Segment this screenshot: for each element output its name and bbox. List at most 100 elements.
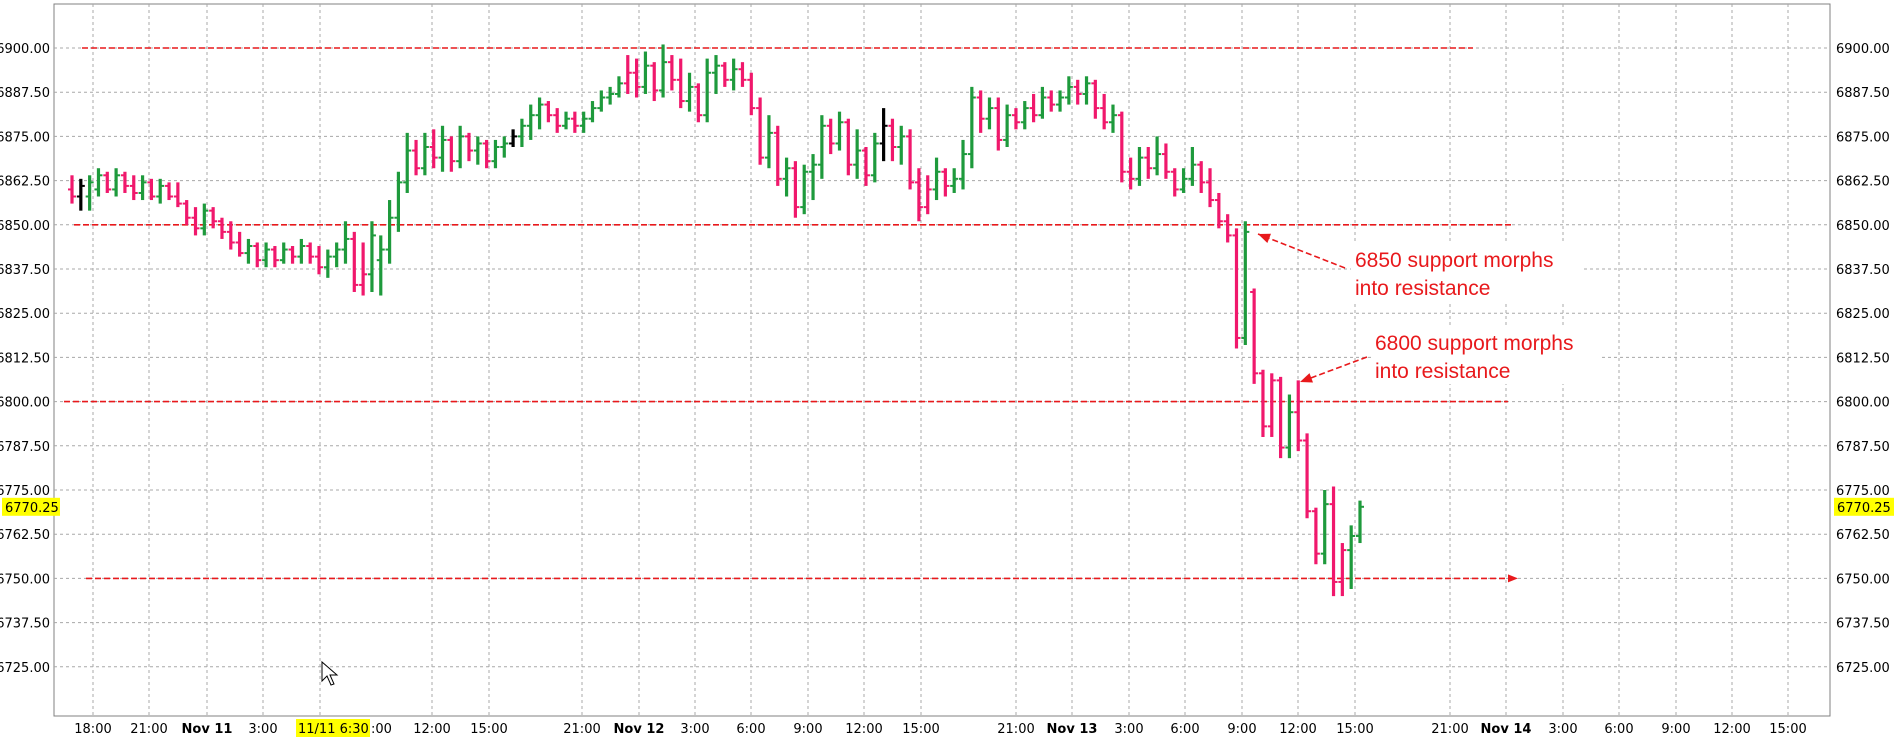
x-tick-label: Nov 11 — [182, 722, 233, 737]
ohlc-bar — [120, 171, 129, 193]
ohlc-bar — [217, 217, 226, 239]
ohlc-bar — [570, 111, 579, 133]
ohlc-bar — [165, 182, 174, 201]
ohlc-bar — [279, 242, 288, 264]
ohlc-bar — [685, 72, 694, 112]
y-tick-label-left: 6900.00 — [0, 42, 50, 57]
y-tick-label-left: 6887.50 — [0, 86, 50, 101]
ohlc-bar — [1294, 380, 1303, 452]
ohlc-bar — [932, 157, 941, 201]
ohlc-bar — [1100, 93, 1109, 130]
ohlc-bar — [888, 118, 897, 162]
ohlc-bar — [1311, 507, 1320, 565]
ohlc-bar — [941, 168, 950, 197]
ohlc-bar — [623, 55, 632, 94]
annotation-bg — [1351, 243, 1581, 301]
ohlc-bar — [1153, 136, 1162, 176]
y-tick-label-right: 6750.00 — [1836, 572, 1890, 587]
ohlc-bar — [1347, 525, 1356, 590]
x-axis: 18:00 21:00 Nov 11 3:00 11/11 6:30:00 12:00 15… — [74, 719, 1807, 737]
last-price-label-right: 6770.25 — [1837, 501, 1891, 516]
ohlc-bar — [1223, 214, 1232, 243]
annotation-text: 6800 support morphs — [1375, 332, 1573, 355]
ohlc-bar — [1003, 104, 1012, 148]
ohlc-bar — [297, 238, 306, 264]
ohlc-bar — [897, 125, 906, 165]
ohlc-bar — [85, 175, 94, 211]
ohlc-bar — [429, 129, 438, 169]
ohlc-bar — [835, 111, 844, 151]
x-tick-label: 18:00 — [74, 722, 111, 737]
x-tick-label: 3:00 — [1548, 722, 1577, 737]
x-tick-label: 12:00 — [413, 722, 450, 737]
ohlc-bar — [447, 136, 456, 172]
ohlc-bar — [809, 154, 818, 201]
ohlc-bar — [68, 175, 76, 204]
x-tick-label: 3:00 — [680, 722, 709, 737]
y-tick-label-left: 6837.50 — [0, 263, 50, 278]
y-tick-label-right: 6862.50 — [1836, 175, 1890, 190]
y-tick-label-right: 6837.50 — [1836, 263, 1890, 278]
ohlc-bar — [1188, 147, 1197, 186]
y-tick-label-left: 6725.00 — [0, 661, 50, 676]
price-bars — [68, 44, 1364, 597]
ohlc-bar — [367, 221, 376, 292]
ohlc-bar — [456, 125, 465, 169]
horizontal-levels — [64, 47, 1518, 583]
ohlc-bar — [1241, 221, 1250, 346]
ohlc-bar — [323, 249, 332, 278]
ohlc-bar — [703, 58, 712, 123]
ohlc-bar — [394, 171, 403, 232]
ohlc-bar — [94, 168, 103, 197]
annotation-text: into resistance — [1355, 277, 1490, 300]
mouse-pointer-icon — [321, 660, 339, 686]
ohlc-bar — [112, 168, 121, 197]
ohlc-bar — [694, 83, 703, 123]
x-tick-label: 15:00 — [1336, 722, 1373, 737]
last-price-badge-left — [2, 497, 60, 516]
ohlc-bar — [500, 136, 509, 158]
ohlc-bar — [667, 55, 676, 91]
x-tick-label: 15:00 — [1769, 722, 1806, 737]
x-tick-label: 21:00 — [130, 722, 167, 737]
ohlc-bar — [341, 221, 350, 264]
ohlc-bar — [967, 86, 976, 169]
ohlc-bar — [1179, 168, 1188, 193]
ohlc-bar — [1320, 490, 1329, 565]
x-tick-label: 15:00 — [470, 722, 507, 737]
ohlc-bar — [950, 168, 959, 193]
ohlc-bar — [517, 118, 526, 148]
ohlc-bar — [1064, 76, 1073, 105]
ohlc-bar — [553, 108, 562, 133]
ohlc-bar — [156, 178, 165, 204]
ohlc-bar — [606, 86, 615, 105]
x-tick-label: Nov 14 — [1481, 722, 1532, 737]
ohlc-bar — [1117, 111, 1126, 183]
annotations: 6850 support morphs into resistance 6800 s… — [1257, 233, 1601, 384]
ohlc-bar — [129, 175, 138, 201]
ohlc-bar — [253, 242, 262, 268]
x-tick-label: Nov 12 — [614, 722, 665, 737]
x-tick-label: 12:00 — [1713, 722, 1750, 737]
ohlc-bar — [332, 242, 341, 268]
ohlc-bar — [1214, 192, 1223, 229]
ohlc-bar — [350, 231, 359, 292]
ohlc-bar — [1232, 228, 1241, 349]
ohlc-bar — [1285, 394, 1294, 459]
annotation-text: into resistance — [1375, 360, 1510, 383]
ohlc-bar — [650, 62, 659, 102]
x-tick-label: 9:00 — [793, 722, 822, 737]
ohlc-bar — [756, 97, 765, 165]
x-tick-label: 15:00 — [902, 722, 939, 737]
ohlc-bar — [976, 90, 985, 133]
ohlc-bar — [535, 97, 544, 130]
ohlc-bar — [1082, 76, 1091, 105]
x-tick-label-suffix: :00 — [371, 722, 392, 737]
ohlc-bar — [385, 200, 394, 264]
y-axis-left: 6900.00 6887.50 6875.00 6862.50 6850.00 6837.… — [0, 42, 60, 676]
x-tick-label: 3:00 — [1114, 722, 1143, 737]
ohlc-bar — [1144, 147, 1153, 179]
y-tick-label-left: 6750.00 — [0, 572, 50, 587]
ohlc-bar — [906, 129, 915, 190]
ohlc-bar — [1056, 90, 1065, 112]
